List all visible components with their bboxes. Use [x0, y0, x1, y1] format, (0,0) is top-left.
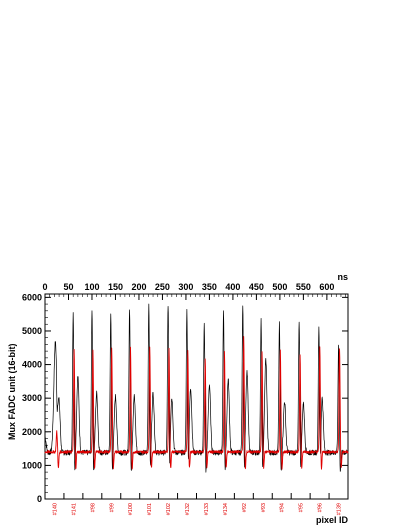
- top-x-tick-label: 100: [84, 282, 99, 292]
- pixel-id-label: #133: [204, 503, 210, 515]
- top-x-tick-label: 300: [178, 282, 193, 292]
- pixel-id-label: #93: [261, 503, 267, 512]
- pixel-id-label: #102: [166, 503, 172, 515]
- pixel-id-label: #95: [299, 503, 305, 512]
- pixel-id-label: #101: [147, 503, 153, 515]
- y-tick-label: 5000: [22, 326, 42, 336]
- pixel-id-label: #96: [318, 503, 324, 512]
- y-tick-label: 4000: [22, 360, 42, 370]
- series-line: [44, 303, 349, 473]
- pixel-id-label: #100: [128, 503, 134, 515]
- pixel-id-label: #139: [337, 503, 343, 515]
- top-x-tick-label: 400: [225, 282, 240, 292]
- top-x-tick-label: 350: [202, 282, 217, 292]
- plot-frame: [44, 293, 349, 500]
- axis-ticks: [44, 294, 349, 500]
- pixel-id-label: #98: [90, 503, 96, 512]
- bottom-x-axis-title: pixel ID: [316, 515, 349, 525]
- top-x-tick-label: 250: [155, 282, 170, 292]
- pixel-id-label: #141: [71, 503, 77, 515]
- y-tick-label: 1000: [22, 460, 42, 470]
- pixel-id-label: #99: [109, 503, 115, 512]
- trace-group: [44, 303, 349, 473]
- top-x-tick-label: 500: [272, 282, 287, 292]
- top-x-tick-label: 200: [131, 282, 146, 292]
- top-x-tick-label: 0: [42, 282, 47, 292]
- pixel-id-label: #94: [280, 503, 286, 512]
- top-x-tick-label: 600: [319, 282, 334, 292]
- y-tick-label: 6000: [22, 292, 42, 302]
- pixel-id-label: #132: [185, 503, 191, 515]
- top-x-tick-label: 550: [296, 282, 311, 292]
- y-tick-label: 3000: [22, 393, 42, 403]
- y-axis-title: Mux FADC unit (16-bit): [7, 344, 17, 441]
- pixel-id-label: #92: [242, 503, 248, 512]
- pixel-id-label: #140: [52, 503, 58, 515]
- y-tick-label: 0: [37, 494, 42, 504]
- series-line: [44, 336, 349, 470]
- top-x-axis-title: ns: [337, 272, 348, 282]
- top-x-tick-label: 50: [63, 282, 73, 292]
- top-x-tick-label: 450: [249, 282, 264, 292]
- y-tick-label: 2000: [22, 427, 42, 437]
- pixel-id-label: #134: [223, 503, 229, 515]
- top-x-tick-label: 150: [108, 282, 123, 292]
